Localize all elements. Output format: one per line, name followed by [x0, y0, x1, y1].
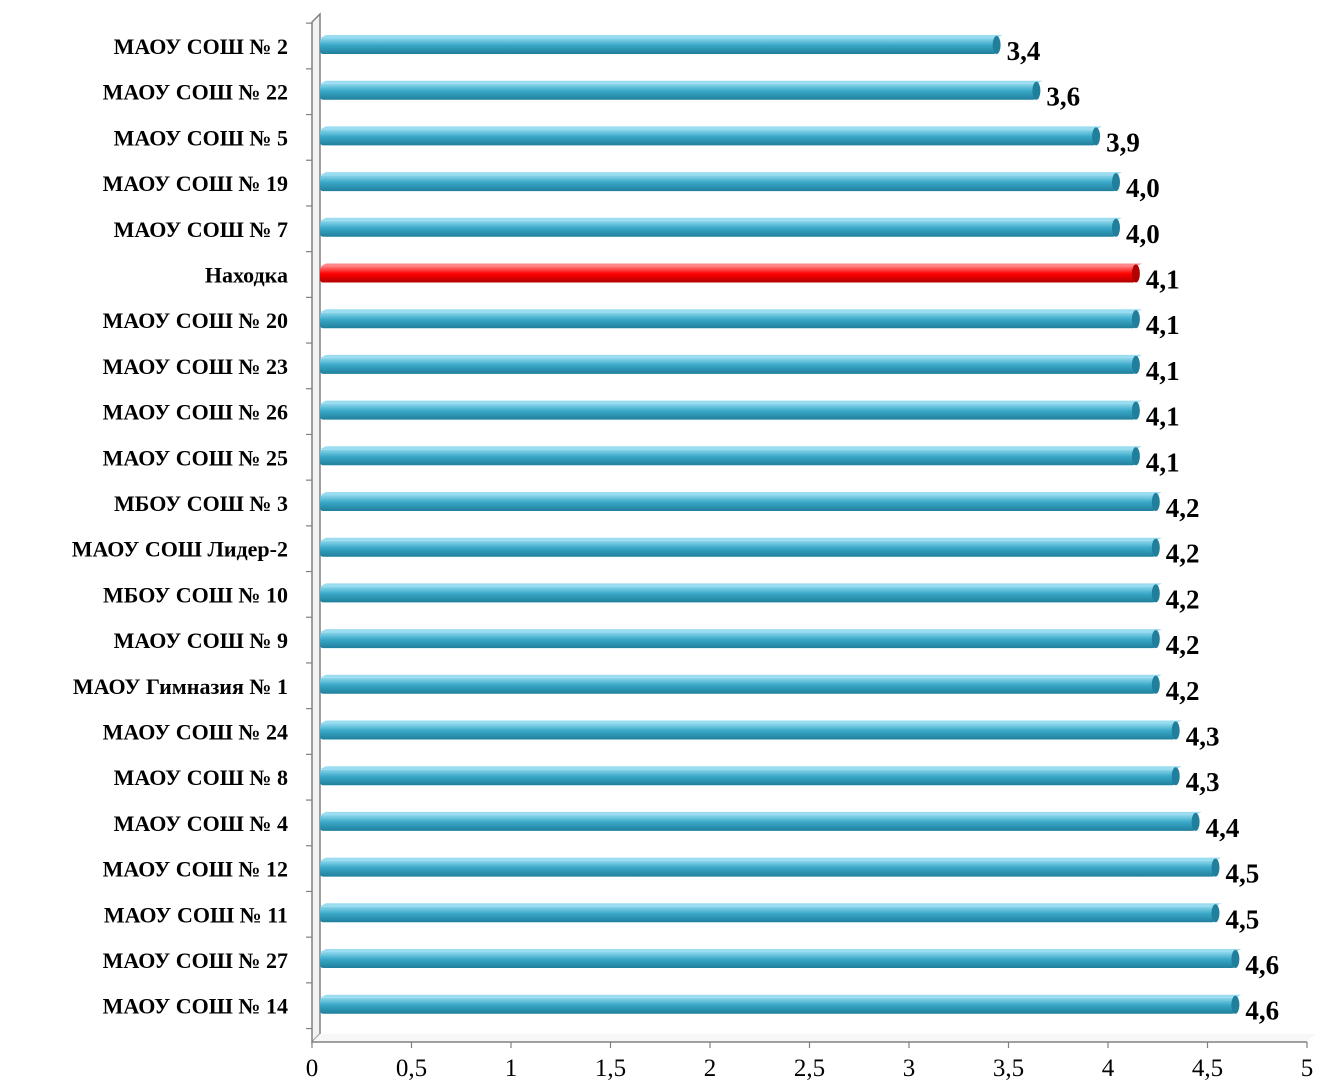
data-label: 4,1: [1146, 402, 1180, 432]
category-label: МАОУ СОШ № 7: [114, 217, 288, 242]
x-tick-label: 1,5: [595, 1055, 626, 1082]
data-label: 4,5: [1226, 904, 1260, 934]
category-label: МАОУ СОШ № 11: [104, 902, 288, 927]
bar: [320, 720, 1182, 740]
bar: [320, 492, 1162, 511]
x-tick-label: 0,5: [396, 1055, 427, 1082]
axes: [306, 12, 1315, 1048]
x-tick-label: 3: [903, 1055, 916, 1082]
category-label: МАОУ СОШ № 22: [103, 80, 288, 105]
x-tick-label: 4,5: [1192, 1055, 1223, 1082]
category-label: МАОУ СОШ № 23: [103, 354, 288, 379]
x-tick-labels: 0 0,5 1 1,5 2 2,5 3 3,5 4 4,5 5: [306, 1055, 1314, 1082]
category-label: МАОУ СОШ № 19: [103, 171, 288, 196]
bar: [320, 583, 1162, 603]
data-label: 4,3: [1186, 722, 1220, 752]
bar: [320, 903, 1222, 923]
bar: [320, 400, 1142, 420]
category-label: МАОУ СОШ № 24: [103, 720, 288, 745]
bar: [320, 126, 1103, 146]
category-label: МАОУ СОШ № 26: [103, 400, 288, 425]
data-label: 4,5: [1226, 859, 1260, 889]
bar: [320, 309, 1142, 329]
bar: [320, 354, 1142, 374]
bars: [320, 35, 1242, 1014]
data-label: 4,2: [1166, 676, 1200, 706]
bar: [320, 949, 1242, 968]
x-tick-label: 1: [505, 1055, 518, 1082]
category-labels: МАОУ СОШ № 2 МАОУ СОШ № 22 МАОУ СОШ № 5 МАО…: [72, 34, 288, 1019]
data-label: 4,1: [1146, 447, 1180, 477]
bar: [320, 994, 1242, 1014]
data-label: 3,6: [1046, 82, 1080, 112]
category-label: МБОУ СОШ № 3: [114, 491, 288, 516]
y-axis-wall: [311, 12, 321, 1044]
data-label: 4,2: [1166, 584, 1200, 614]
x-tick-label: 2,5: [794, 1055, 825, 1082]
data-label: 4,6: [1245, 950, 1279, 980]
bar: [320, 80, 1043, 100]
bar: [320, 172, 1122, 192]
x-tick-label: 0: [306, 1055, 319, 1082]
bar: [320, 537, 1162, 557]
data-label: 3,4: [1007, 36, 1041, 66]
category-label: МАОУ СОШ № 12: [103, 857, 288, 882]
data-label: 4,0: [1126, 219, 1160, 249]
category-label: МАОУ СОШ № 2: [114, 34, 288, 59]
category-label: МБОУ СОШ № 10: [103, 582, 288, 607]
bar: [320, 766, 1182, 786]
data-label: 4,1: [1146, 356, 1180, 386]
x-tick-label: 5: [1301, 1055, 1314, 1082]
category-label: МАОУ Гимназия № 1: [73, 674, 288, 699]
bar: [320, 217, 1122, 237]
bar: [320, 811, 1202, 831]
category-label: Находка: [205, 263, 288, 288]
category-label: МАОУ СОШ № 20: [103, 308, 288, 333]
x-tick-label: 3,5: [993, 1055, 1024, 1082]
value-labels: 3,43,6 3,9 4,0 4,0 4,1 4,1 4,1 4,1 4,1 4,2 4,2 4,2 4…: [1007, 36, 1280, 1026]
category-label: МАОУ СОШ № 9: [114, 628, 288, 653]
x-tick-label: 4: [1102, 1055, 1115, 1082]
category-label: МАОУ СОШ № 4: [114, 811, 288, 836]
data-label: 4,1: [1146, 265, 1180, 295]
bar-highlight: [320, 263, 1142, 283]
category-label: МАОУ СОШ № 5: [114, 125, 288, 150]
bar: [320, 446, 1142, 466]
bar: [320, 629, 1162, 649]
data-label: 4,2: [1166, 493, 1200, 523]
data-label: 4,0: [1126, 173, 1160, 203]
data-label: 4,2: [1166, 539, 1200, 569]
category-label: МАОУ СОШ № 27: [103, 948, 288, 973]
category-label: МАОУ СОШ № 14: [103, 994, 288, 1019]
data-label: 4,6: [1245, 996, 1279, 1026]
category-label: МАОУ СОШ № 8: [114, 765, 288, 790]
bar: [320, 857, 1222, 877]
x-tick-label: 2: [704, 1055, 717, 1082]
x-axis-floor: [312, 1034, 1315, 1042]
data-label: 4,3: [1186, 767, 1220, 797]
bar: [320, 674, 1162, 694]
category-label: МАОУ СОШ Лидер-2: [72, 537, 288, 562]
data-label: 3,9: [1106, 127, 1140, 157]
data-label: 4,4: [1206, 813, 1240, 843]
category-label: МАОУ СОШ № 25: [103, 445, 288, 470]
bar: [320, 35, 1003, 54]
data-label: 4,1: [1146, 310, 1180, 340]
data-label: 4,2: [1166, 630, 1200, 660]
